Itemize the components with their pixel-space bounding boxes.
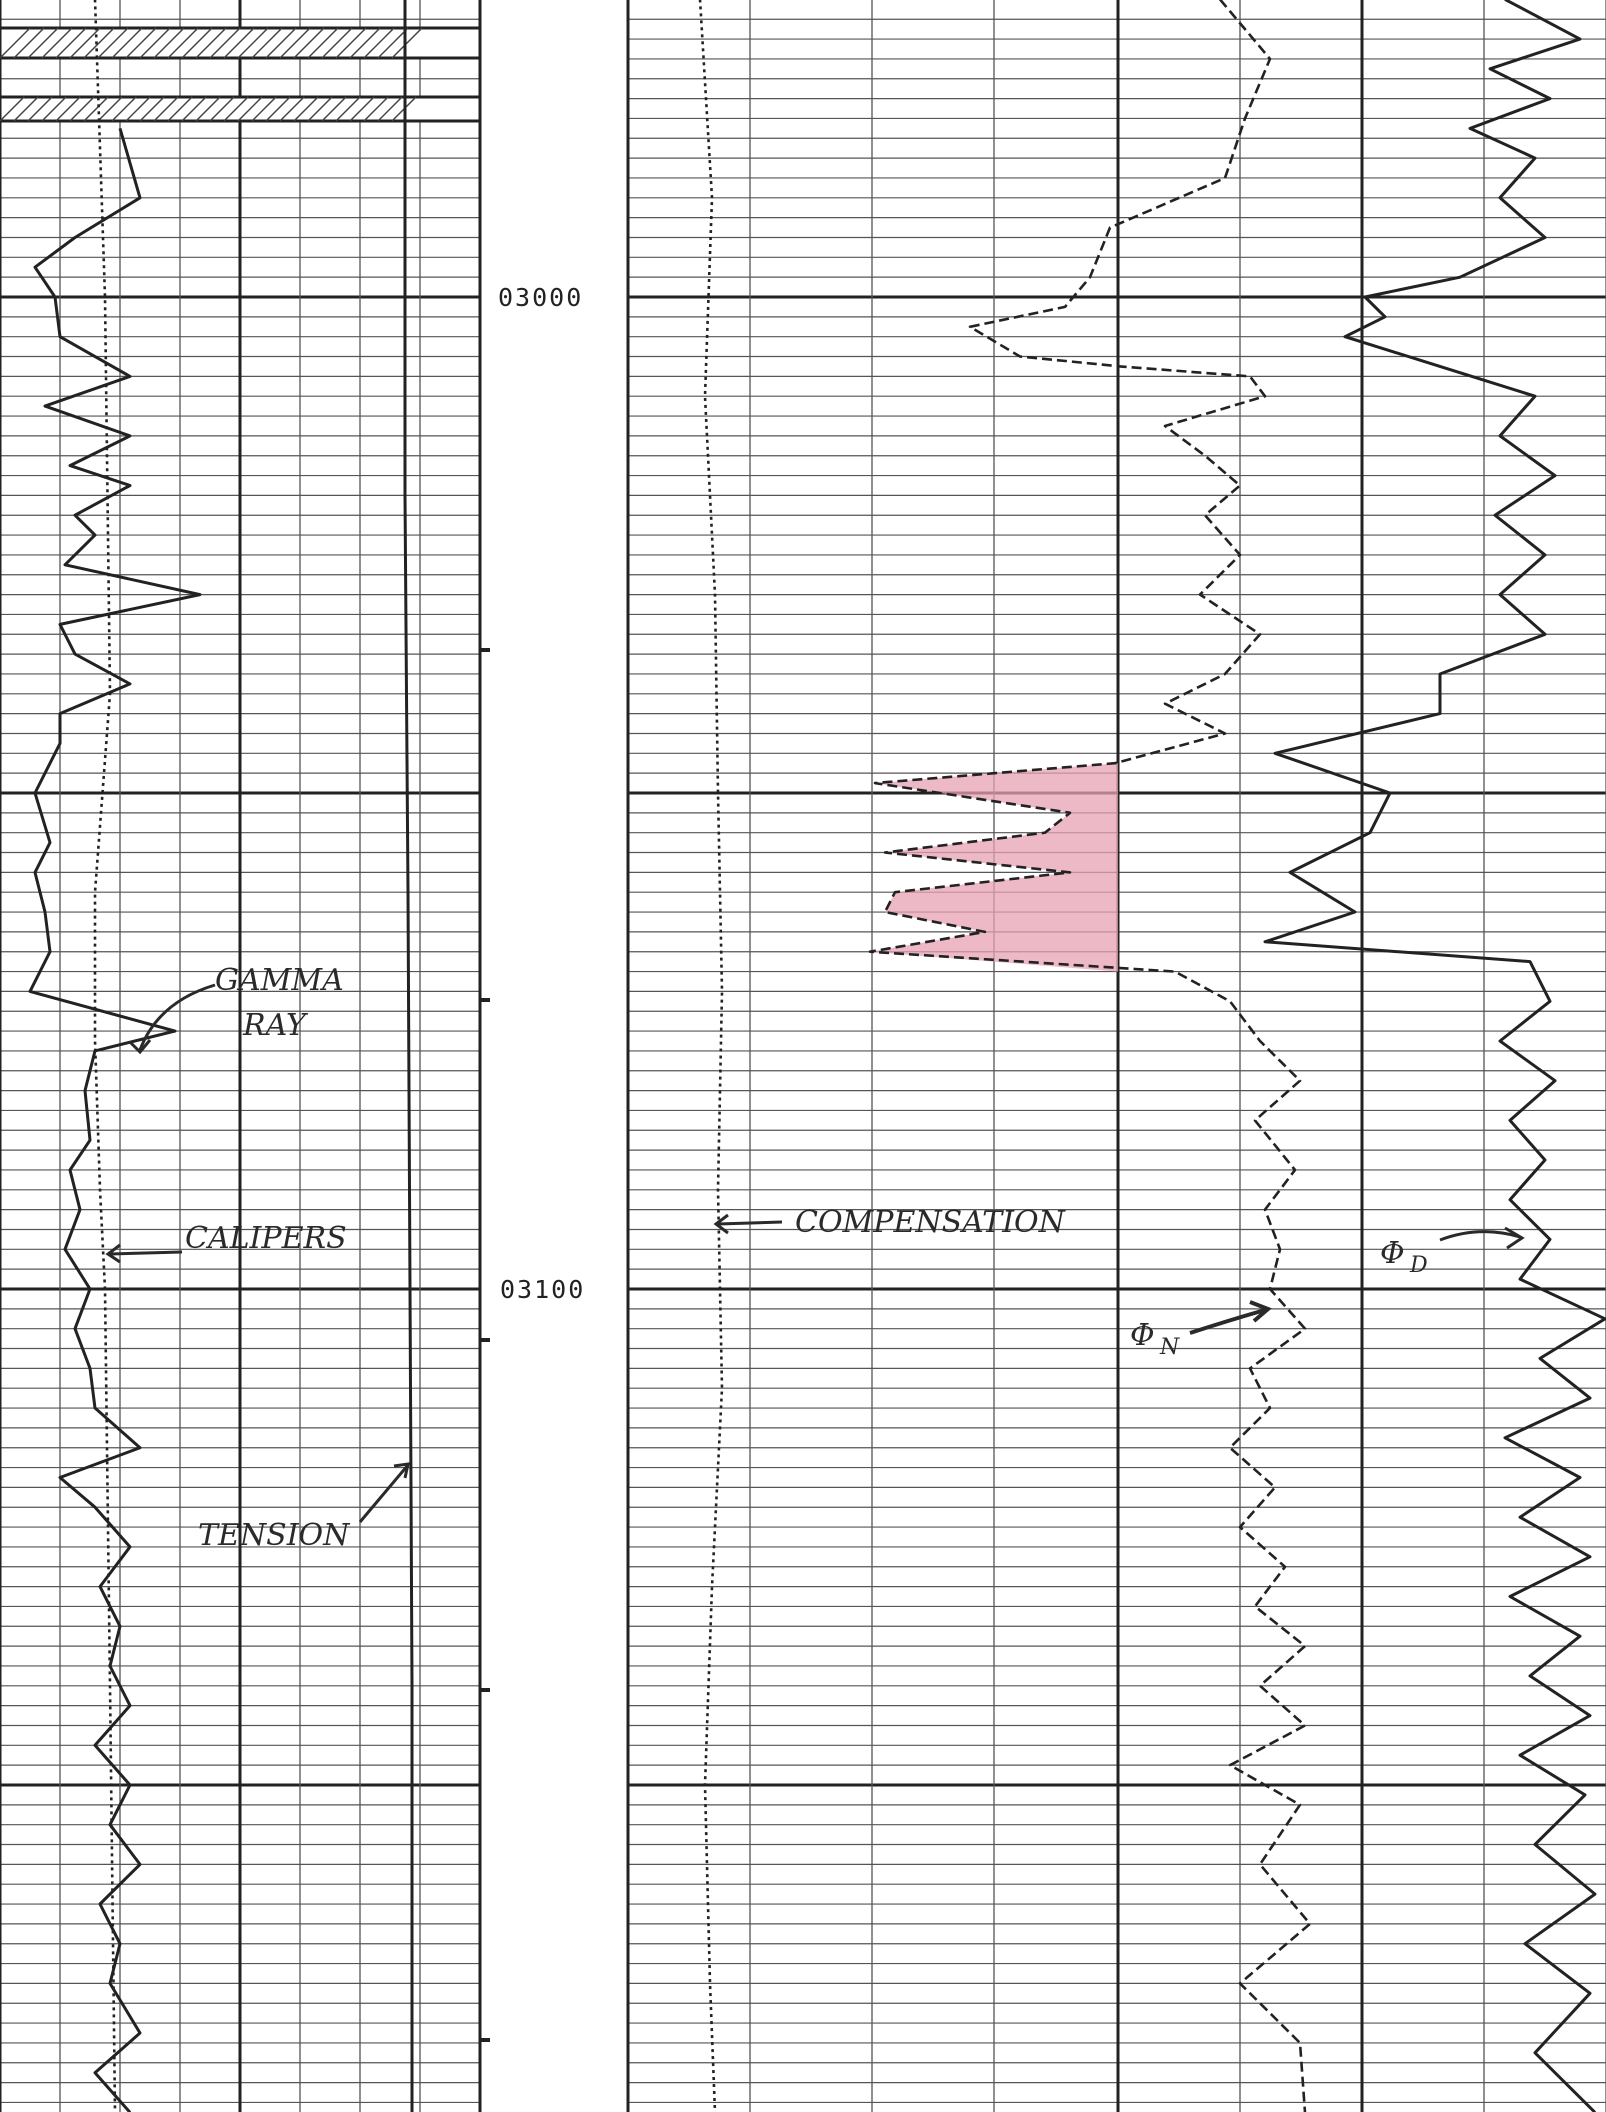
calipers-arrowhead [105, 1243, 121, 1264]
casing-hatch [153, 27, 185, 59]
casing-hatch [111, 27, 143, 59]
casing-hatch [377, 96, 403, 122]
curve-layer [28, 0, 1606, 2112]
phi-d-arrowhead [1504, 1226, 1525, 1250]
casing-hatch [209, 96, 235, 122]
phi-d-subscript: D [1409, 1253, 1428, 1278]
casing-hatch [97, 96, 123, 122]
casing-hatch [0, 96, 25, 122]
casing-hatch [41, 96, 67, 122]
casing-hatch [349, 27, 381, 59]
casing-hatch [27, 27, 59, 59]
phi-d-label: Φ [1380, 1236, 1405, 1271]
curve-compensation [698, 0, 724, 2112]
casing-hatch [321, 27, 353, 59]
curve-tension [403, 0, 414, 2112]
shaded-zone [870, 763, 1118, 972]
phi-d-arrow [1439, 1230, 1521, 1242]
depth-label-3000: 03000 [498, 283, 583, 312]
casing-hatch [363, 27, 395, 59]
casing-hatch [391, 27, 423, 59]
casing-hatch [153, 96, 179, 122]
casing-hatch [321, 96, 347, 122]
depth-labels: 03000 03100 [498, 283, 585, 1304]
casing-hatch [125, 96, 151, 122]
casing-markers [0, 26, 482, 123]
casing-band-lower [0, 95, 482, 123]
curve-gamma-ray [28, 127, 202, 2112]
casing-hatch [237, 27, 269, 59]
compensation-arrowhead [713, 1213, 729, 1235]
casing-hatch [265, 27, 297, 59]
calipers-arrow [109, 1250, 183, 1256]
casing-hatch [69, 96, 95, 122]
casing-hatch [13, 96, 39, 122]
curve-phi-d [1263, 0, 1606, 2112]
casing-hatch [55, 27, 87, 59]
gamma-ray-arrow [138, 983, 216, 1051]
gamma-ray-arrowhead [128, 1039, 152, 1055]
casing-hatch [279, 27, 311, 59]
casing-hatch [55, 96, 81, 122]
phi-n-arrowhead [1249, 1300, 1272, 1323]
casing-hatch [69, 27, 101, 59]
tension-arrow [358, 1464, 410, 1523]
casing-hatch [0, 27, 31, 59]
compensation-arrow [717, 1220, 783, 1226]
casing-hatch [125, 27, 157, 59]
casing-hatch [181, 27, 213, 59]
casing-hatch [139, 96, 165, 122]
curve-calipers [93, 0, 117, 2112]
casing-hatch [363, 96, 389, 122]
casing-hatch [27, 96, 53, 122]
casing-hatch [223, 96, 249, 122]
casing-hatch [111, 96, 137, 122]
compensation-label: COMPENSATION [795, 1205, 1067, 1240]
casing-hatch [293, 27, 325, 59]
depth-label-3100: 03100 [500, 1275, 585, 1304]
shaded-zone-layer [870, 763, 1118, 972]
casing-hatch [251, 27, 283, 59]
gamma-ray-label: GAMMA [215, 963, 344, 998]
casing-hatch [279, 96, 305, 122]
casing-hatch [167, 96, 193, 122]
casing-hatch [195, 27, 227, 59]
phi-n-arrow [1189, 1308, 1266, 1335]
casing-hatch [97, 27, 129, 59]
tension-arrowhead [393, 1462, 410, 1479]
calipers-label: CALIPERS [185, 1221, 347, 1256]
casing-hatch [251, 96, 277, 122]
casing-hatch [237, 96, 263, 122]
casing-hatch [335, 96, 361, 122]
phi-n-label: Φ [1130, 1318, 1155, 1353]
casing-hatch [223, 27, 255, 59]
casing-hatch [265, 96, 291, 122]
casing-hatch [307, 27, 339, 59]
casing-hatch [139, 27, 171, 59]
casing-hatch [293, 96, 319, 122]
casing-hatch [167, 27, 199, 59]
casing-hatch [335, 27, 367, 59]
casing-hatch [13, 27, 45, 59]
gamma-ray-label-line-2: RAY [242, 1008, 309, 1043]
casing-hatch [307, 96, 333, 122]
phi-n-subscript: N [1159, 1335, 1180, 1360]
tension-label: TENSION [198, 1518, 351, 1553]
casing-hatch [349, 96, 375, 122]
casing-hatch [195, 96, 221, 122]
annotation-layer: GAMMA RAY CALIPERS TENSION COMPENSATION … [105, 963, 1525, 1553]
curve-phi-n [868, 0, 1312, 2112]
casing-hatch [181, 96, 207, 122]
casing-hatch [41, 27, 73, 59]
casing-hatch [83, 27, 115, 59]
casing-hatch [83, 96, 109, 122]
casing-hatch [377, 27, 409, 59]
casing-hatch [209, 27, 241, 59]
